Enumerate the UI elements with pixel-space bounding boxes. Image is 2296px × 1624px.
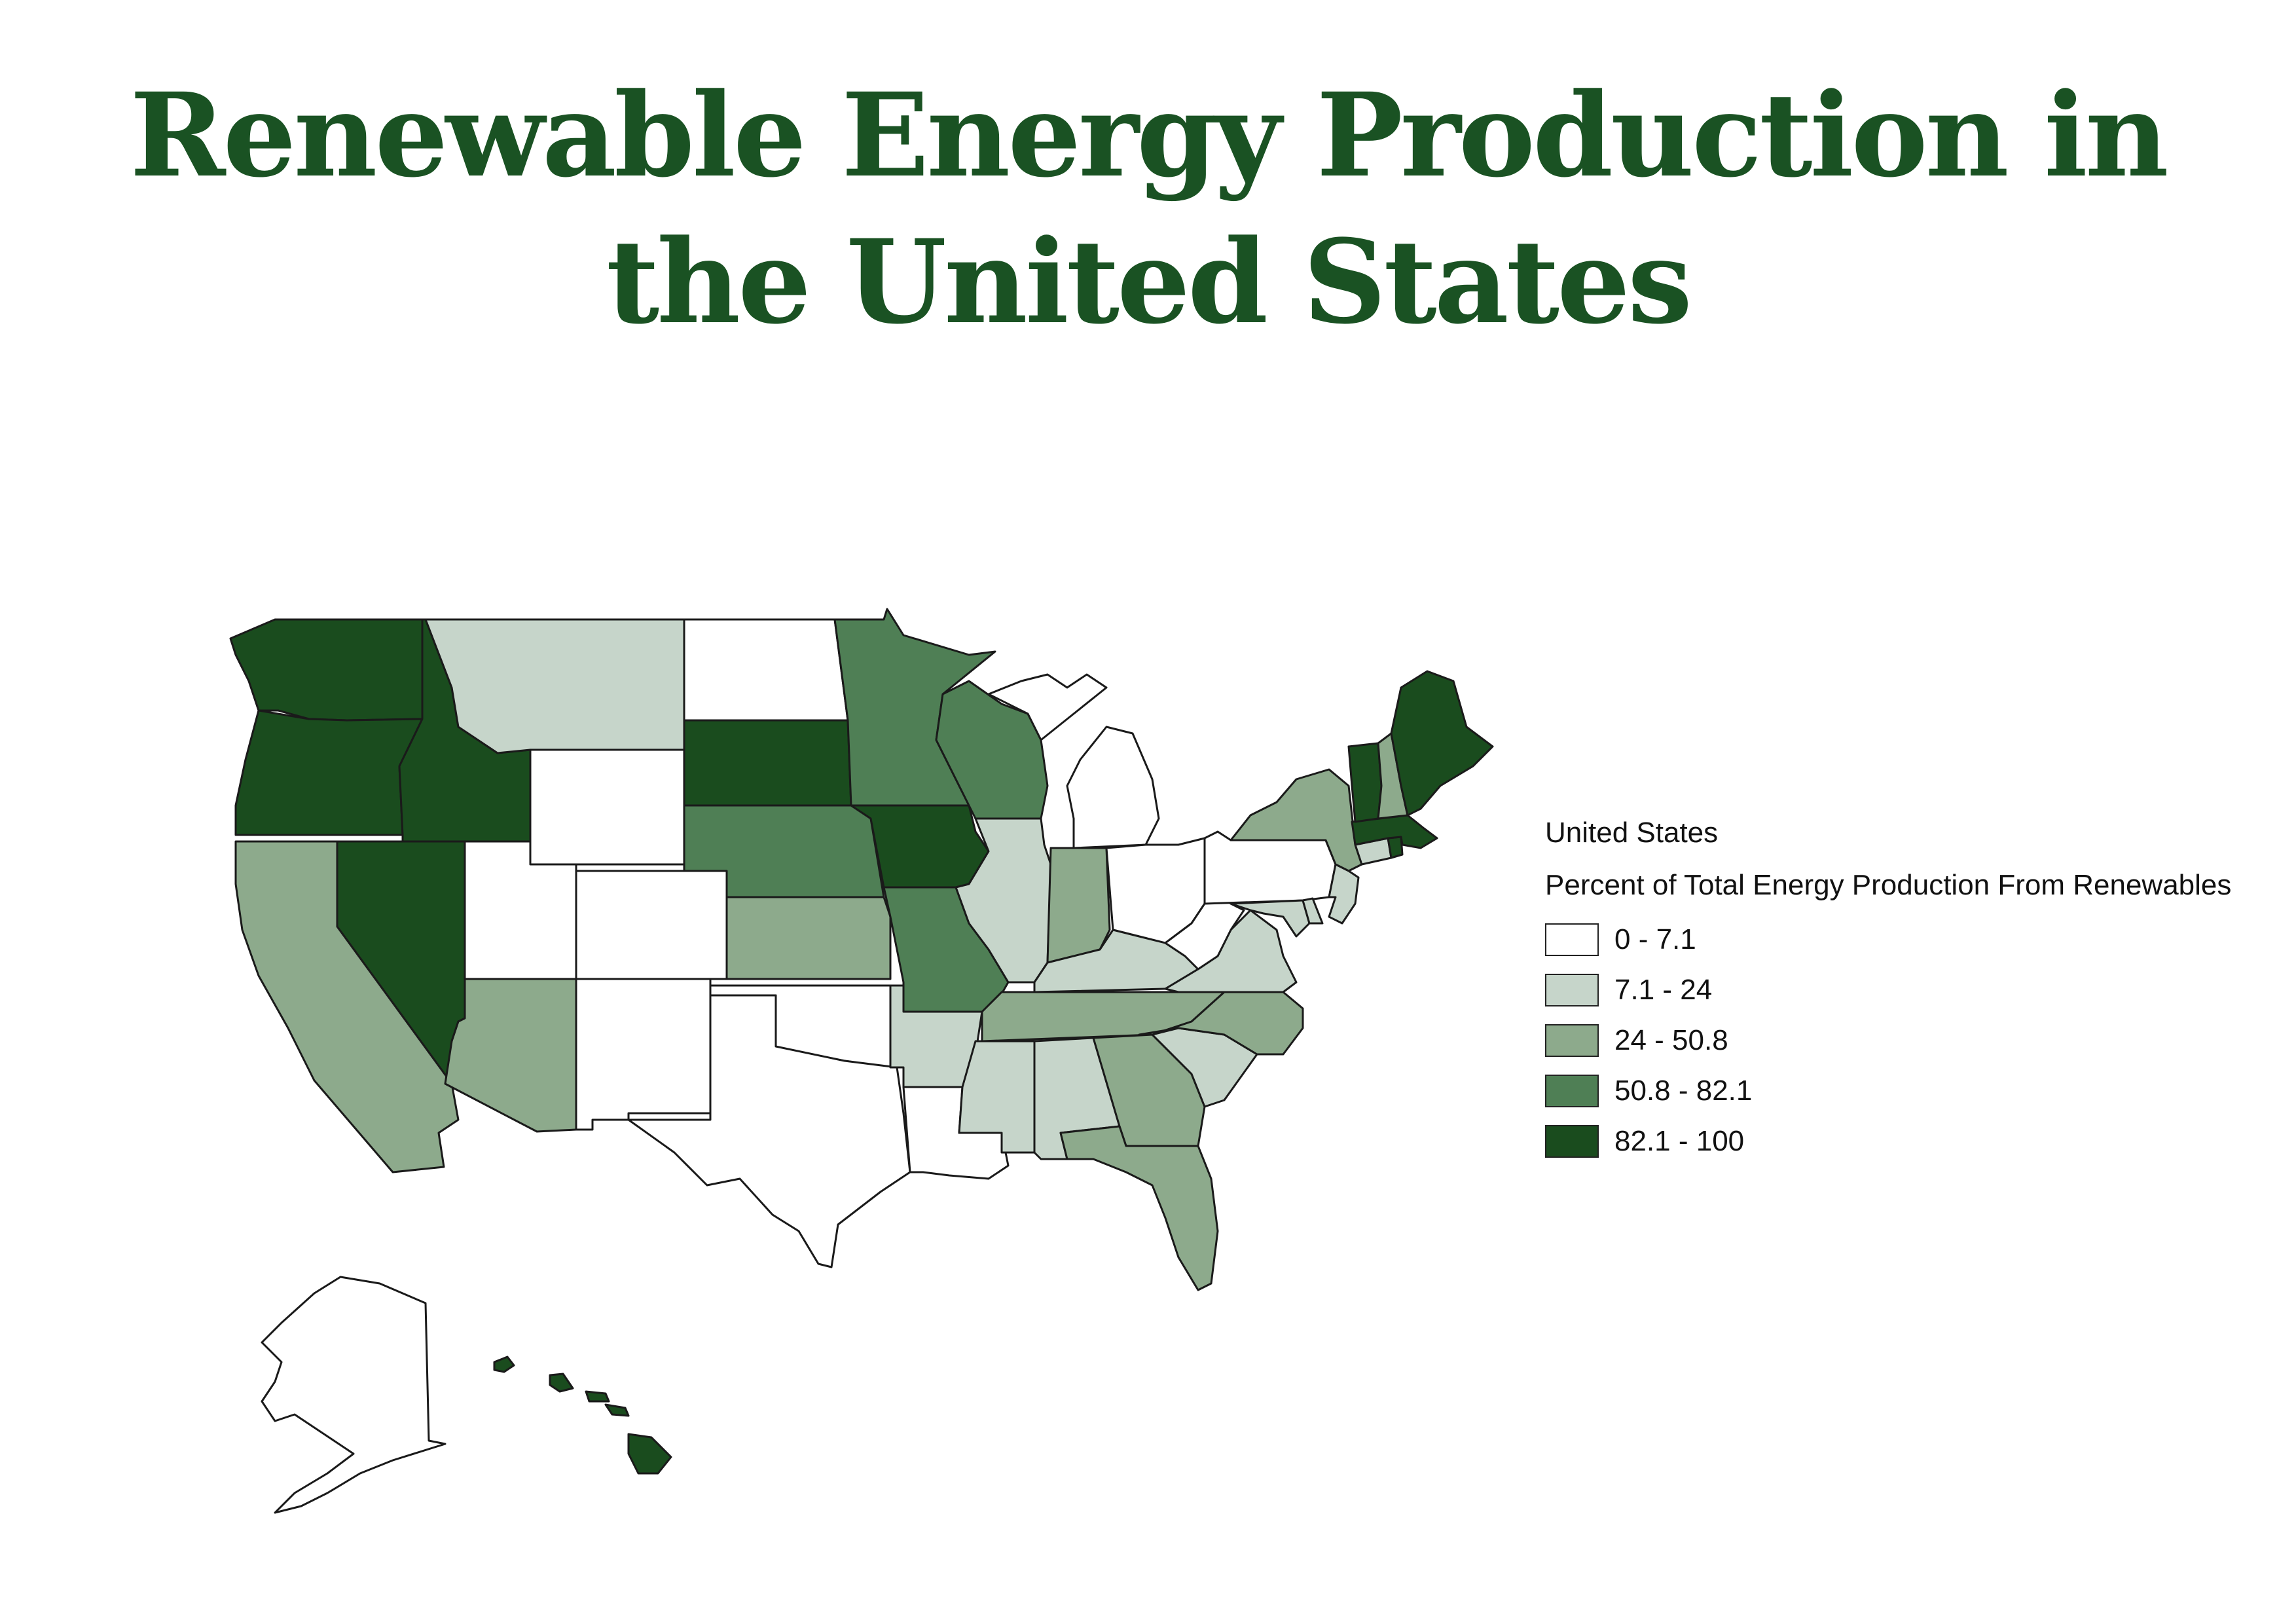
state-florida [1059, 1125, 1219, 1291]
state-new-mexico [575, 978, 712, 1131]
legend-title: United States [1545, 817, 1719, 849]
legend-label: 82.1 - 100 [1614, 1124, 1745, 1157]
state-washington [229, 618, 424, 722]
state-west-virginia [1164, 889, 1245, 970]
legend-swatch [1545, 923, 1599, 956]
state-new-york [1230, 768, 1363, 872]
state-massachusetts [1351, 814, 1438, 849]
state-kansas [725, 896, 892, 980]
legend-item: 82.1 - 100 [1545, 1116, 2231, 1166]
state-south-dakota [683, 719, 852, 807]
state-maine [1390, 670, 1494, 817]
state-alaska [261, 1276, 446, 1514]
state-delaware [1302, 897, 1324, 925]
legend-subtitle: Percent of Total Energy Production From … [1545, 869, 2232, 901]
state-california [234, 840, 460, 1173]
legend-swatch [1545, 1124, 1599, 1158]
legend-item: 50.8 - 82.1 [1545, 1065, 2231, 1116]
state-illinois [955, 817, 1052, 984]
state-michigan [987, 673, 1160, 849]
state-wyoming [529, 748, 685, 866]
state-texas [627, 994, 911, 1268]
legend-swatch [1545, 973, 1599, 1006]
state-wisconsin [935, 680, 1049, 820]
state-rhode-island [1387, 836, 1404, 859]
state-north-dakota [683, 618, 849, 722]
map-title-line-2: the United States [606, 214, 1692, 350]
legend-item: 24 - 50.8 [1545, 1015, 2231, 1065]
state-indiana [1046, 847, 1111, 964]
state-arizona [444, 978, 577, 1133]
legend-label: 0 - 7.1 [1614, 923, 1696, 955]
legend-item: 7.1 - 24 [1545, 965, 2231, 1015]
map-title: Renewable Energy Production in the Unite… [0, 62, 2296, 356]
legend-label: 24 - 50.8 [1614, 1024, 1728, 1056]
legend-label: 50.8 - 82.1 [1614, 1074, 1753, 1107]
legend-label: 7.1 - 24 [1614, 973, 1713, 1006]
state-vermont [1347, 742, 1383, 823]
map-title-line-1: Renewable Energy Production in [130, 67, 2169, 203]
legend-swatch [1545, 1024, 1599, 1057]
state-colorado [575, 870, 728, 980]
legend-item: 0 - 7.1 [1545, 914, 2231, 965]
map-legend: United States Percent of Total Energy Pr… [1545, 812, 2231, 1166]
legend-swatch [1545, 1074, 1599, 1107]
state-oregon [234, 709, 424, 836]
state-hawaii [493, 1356, 672, 1475]
state-pennsylvania [1203, 830, 1337, 905]
state-new-jersey [1328, 863, 1360, 925]
